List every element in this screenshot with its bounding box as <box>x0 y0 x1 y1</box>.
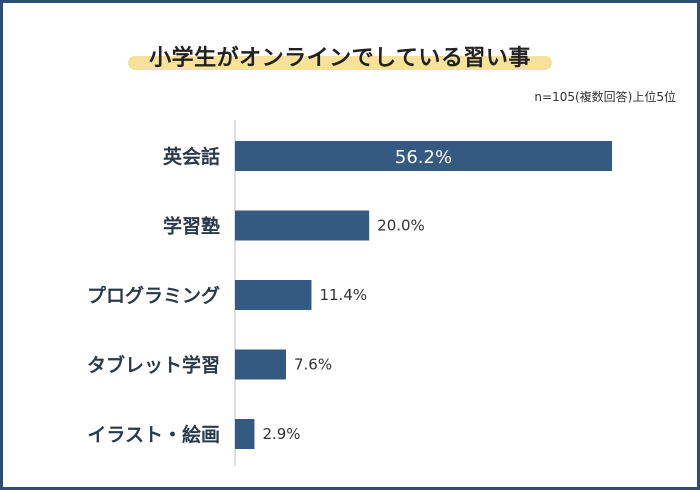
data-label: 7.6% <box>294 356 332 374</box>
title-block: 小学生がオンラインでしている習い事 <box>120 40 560 74</box>
category-label: 学習塾 <box>163 215 220 238</box>
bar <box>235 280 312 310</box>
bar <box>235 210 370 241</box>
title-highlight <box>128 56 552 70</box>
data-label: 11.4% <box>319 286 367 304</box>
category-label: プログラミング <box>87 284 220 307</box>
bars-group: 英会話 56.2% 学習塾 20.0% プログラミング 11.4% タブレット学習 7.6% イ… <box>87 141 612 449</box>
bar <box>235 419 255 449</box>
category-label: イラスト・絵画 <box>87 423 220 446</box>
bar <box>235 349 286 380</box>
data-label: 2.9% <box>262 425 300 443</box>
bar <box>235 141 612 171</box>
data-label: 20.0% <box>377 217 425 235</box>
chart-title: 小学生がオンラインでしている習い事 <box>149 46 531 71</box>
category-label: 英会話 <box>163 145 220 168</box>
data-label: 56.2% <box>395 147 452 168</box>
chart-subtitle: n=105(複数回答)上位5位 <box>534 90 676 104</box>
category-label: タブレット学習 <box>87 354 220 377</box>
